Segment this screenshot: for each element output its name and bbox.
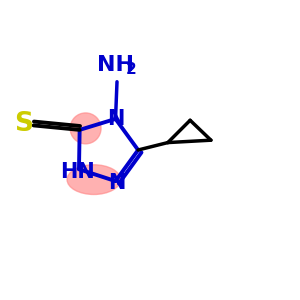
Text: N: N	[108, 172, 125, 193]
Circle shape	[70, 113, 101, 144]
Text: S: S	[15, 111, 34, 137]
Text: NH: NH	[97, 56, 134, 75]
Text: 2: 2	[126, 62, 136, 77]
Text: N: N	[107, 109, 125, 129]
Text: HN: HN	[60, 162, 95, 182]
Ellipse shape	[67, 165, 121, 194]
